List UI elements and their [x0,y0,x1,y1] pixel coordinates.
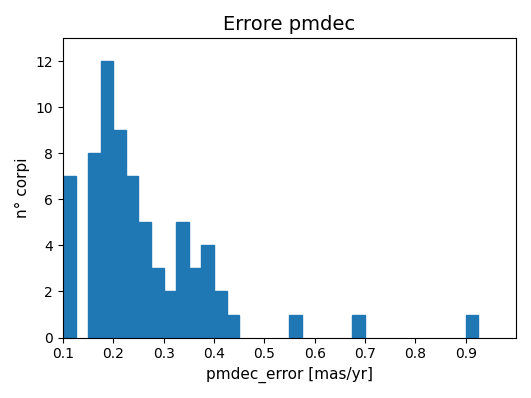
X-axis label: pmdec_error [mas/yr]: pmdec_error [mas/yr] [206,367,373,383]
Title: Errore pmdec: Errore pmdec [224,15,356,34]
Bar [101,61,113,338]
Bar [139,222,151,338]
Bar [214,291,227,338]
Bar [151,269,164,338]
Bar [63,176,75,338]
Bar [189,269,201,338]
Y-axis label: n° corpi: n° corpi [15,158,30,218]
Bar [289,314,302,338]
Bar [353,314,365,338]
Bar [164,291,176,338]
Bar [466,314,478,338]
Bar [176,222,189,338]
Bar [227,314,239,338]
Bar [88,153,101,338]
Bar [113,131,126,338]
Bar [126,176,139,338]
Bar [201,246,214,338]
